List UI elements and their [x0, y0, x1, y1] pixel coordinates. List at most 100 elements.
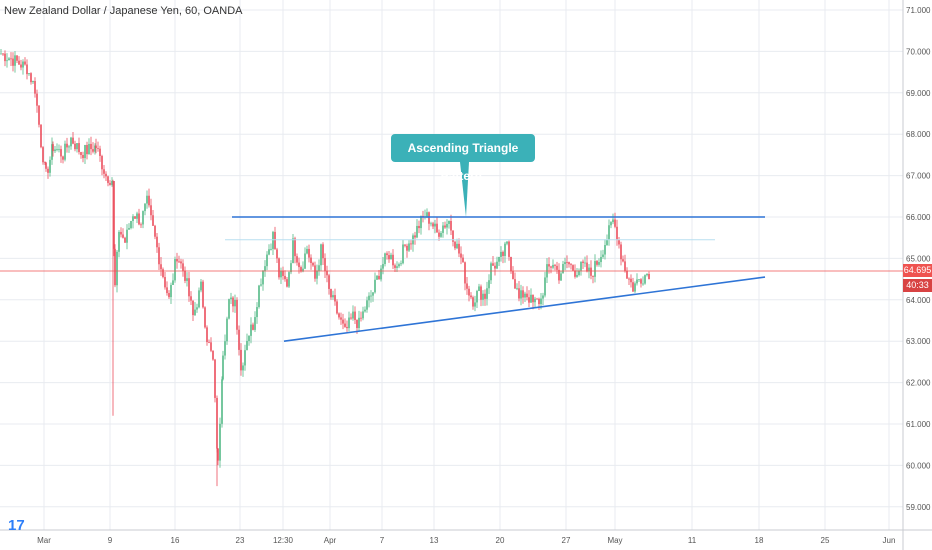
candle-body — [300, 267, 302, 272]
candle-body — [440, 232, 442, 237]
candle-body — [560, 273, 562, 281]
candle-body — [72, 137, 74, 144]
candle-body — [364, 309, 366, 312]
candle-body — [24, 61, 26, 65]
candle-body — [302, 268, 304, 272]
candle-body — [360, 317, 362, 319]
candle-body — [304, 253, 306, 269]
candle-body — [646, 273, 648, 276]
candle-body — [212, 350, 214, 360]
candle-body — [130, 220, 132, 229]
pattern-callout[interactable]: Ascending Triangle Pattern. — [391, 134, 535, 183]
candle-body — [286, 279, 288, 287]
candle-body — [492, 263, 494, 266]
x-tick-label: Mar — [37, 536, 51, 545]
candle-body — [486, 288, 488, 299]
candle-body — [56, 149, 58, 151]
candle-body — [544, 277, 546, 296]
candle-body — [78, 143, 80, 153]
candle-body — [620, 244, 622, 260]
candle-body — [624, 261, 626, 271]
candle-body — [44, 162, 46, 164]
candle-body — [442, 225, 444, 233]
candle-body — [552, 264, 554, 268]
candle-body — [38, 105, 40, 125]
candle-body — [18, 60, 20, 65]
candle-body — [12, 58, 14, 66]
candle-body — [95, 145, 97, 149]
candle-body — [288, 272, 290, 287]
candle-body — [113, 181, 115, 249]
candle-body — [590, 267, 592, 276]
candle-body — [604, 245, 606, 255]
candle-body — [244, 350, 246, 366]
candle-body — [612, 219, 614, 223]
candle-body — [600, 256, 602, 263]
candle-body — [10, 58, 12, 60]
candle-body — [162, 269, 164, 278]
y-tick-label: 64.000 — [906, 296, 931, 305]
tradingview-logo: 17 — [8, 517, 25, 534]
candle-body — [534, 298, 536, 303]
candle-body — [598, 262, 600, 265]
candle-body — [256, 307, 258, 318]
candle-body — [298, 262, 300, 268]
candle-body — [180, 261, 182, 264]
candle-body — [640, 279, 642, 284]
candle-body — [114, 248, 116, 286]
candle-body — [322, 244, 324, 259]
candle-body — [146, 195, 148, 204]
candle-body — [488, 280, 490, 289]
candle-body — [224, 341, 226, 356]
candle-body — [616, 226, 618, 241]
candle-body — [644, 275, 646, 284]
candle-body — [228, 299, 230, 319]
candle-body — [564, 262, 566, 265]
candle-body — [524, 293, 526, 298]
x-tick-label: 20 — [496, 536, 505, 545]
candle-body — [586, 262, 588, 272]
candle-body — [97, 148, 99, 149]
y-tick-label: 67.000 — [906, 172, 931, 181]
y-tick-label: 59.000 — [906, 503, 931, 512]
candle-body — [6, 60, 8, 62]
candle-body — [508, 241, 510, 257]
candle-body — [400, 263, 402, 265]
candle-body — [528, 297, 530, 303]
candle-body — [394, 265, 396, 268]
candle-body — [558, 269, 560, 281]
candle-body — [138, 213, 140, 225]
candle-body — [574, 270, 576, 277]
candle-body — [2, 53, 4, 55]
candle-body — [368, 295, 370, 301]
candle-body — [154, 225, 156, 237]
y-tick-label: 62.000 — [906, 379, 931, 388]
candle-body — [390, 254, 392, 260]
candle-body — [334, 295, 336, 302]
candle-body — [45, 162, 47, 169]
candle-body — [70, 137, 72, 147]
candle-body — [468, 288, 470, 296]
candle-body — [221, 379, 223, 424]
plot-background — [0, 0, 903, 530]
candle-body — [266, 254, 268, 267]
candle-body — [166, 287, 168, 294]
candle-body — [426, 212, 428, 217]
candle-body — [352, 311, 354, 319]
candle-body — [242, 365, 244, 371]
candle-body — [64, 143, 66, 160]
y-tick-label: 65.000 — [906, 254, 931, 263]
candle-body — [32, 80, 34, 83]
candle-body — [420, 215, 422, 229]
candle-body — [348, 317, 350, 329]
candle-body — [214, 359, 216, 398]
candle-body — [148, 195, 150, 206]
candle-body — [80, 152, 82, 156]
candle-body — [498, 256, 500, 262]
candle-body — [430, 223, 432, 225]
candle-body — [164, 277, 166, 288]
candle-body — [434, 223, 436, 227]
x-tick-label: 13 — [430, 536, 439, 545]
